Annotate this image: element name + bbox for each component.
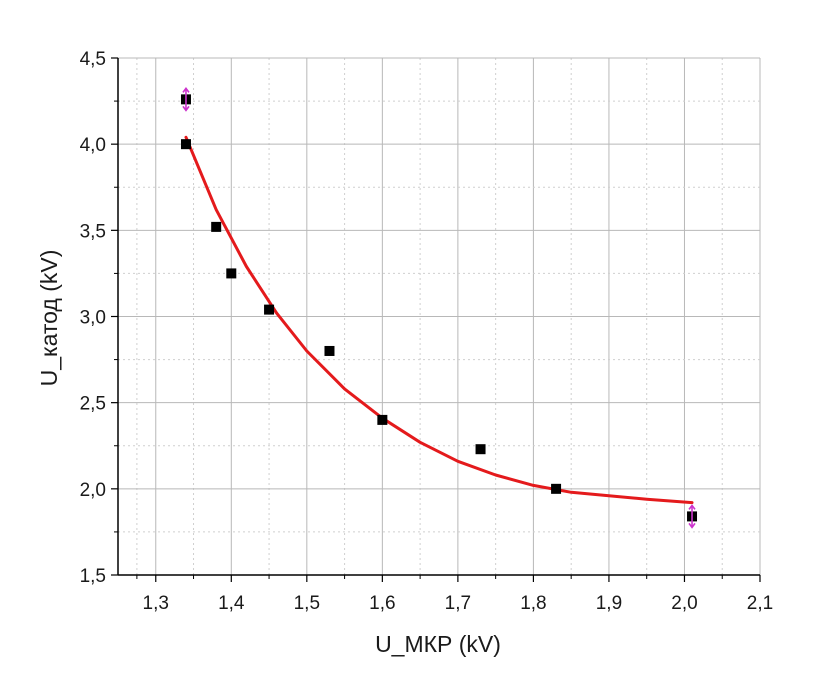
- data-point: [226, 268, 237, 279]
- y-tick-label: 4,0: [80, 135, 106, 156]
- fit-curve-group: [184, 135, 694, 505]
- data-point: [264, 304, 275, 315]
- fit-curve: [184, 135, 694, 505]
- y-tick-label: 3,0: [80, 308, 106, 329]
- x-axis-title: U_МКР (kV): [375, 631, 501, 657]
- highlight-marker: [182, 87, 190, 112]
- highlight-arrow-down: [688, 522, 696, 529]
- y-tick-label: 2,0: [80, 480, 106, 501]
- x-tick-label: 1,7: [445, 593, 471, 614]
- x-tick-label: 2,0: [671, 593, 697, 614]
- data-point: [211, 221, 222, 232]
- highlight-markers: [182, 87, 696, 529]
- data-point: [377, 414, 388, 425]
- y-tick-label: 1,5: [80, 566, 106, 587]
- x-tick-label: 1,6: [369, 593, 395, 614]
- x-tick-label: 1,5: [294, 593, 320, 614]
- x-tick-label: 1,3: [143, 593, 169, 614]
- y-tick-label: 4,5: [80, 49, 106, 70]
- data-point: [324, 345, 335, 356]
- highlight-arrow-up: [688, 504, 696, 510]
- ticks: 1,3 1,4 1,5 1,6 1,7 1,8 1,9 2,0 2,1 1,5 2,0 2,5 3,0 3…: [80, 49, 774, 614]
- grid: [118, 57, 761, 576]
- data-point: [551, 483, 562, 494]
- data-point: [475, 444, 486, 455]
- x-tick-label: 1,4: [218, 593, 245, 614]
- y-tick-label: 2,5: [80, 394, 106, 415]
- highlight-arrow-down: [182, 105, 190, 112]
- data-point: [180, 139, 191, 150]
- y-axis-title: U_катод (kV): [36, 250, 62, 387]
- x-tick-label: 1,9: [596, 593, 622, 614]
- highlight-arrow-up: [182, 87, 190, 93]
- y-tick-label: 3,5: [80, 221, 106, 242]
- highlight-marker: [688, 504, 696, 529]
- x-tick-label: 2,1: [747, 593, 773, 614]
- x-tick-label: 1,8: [520, 593, 546, 614]
